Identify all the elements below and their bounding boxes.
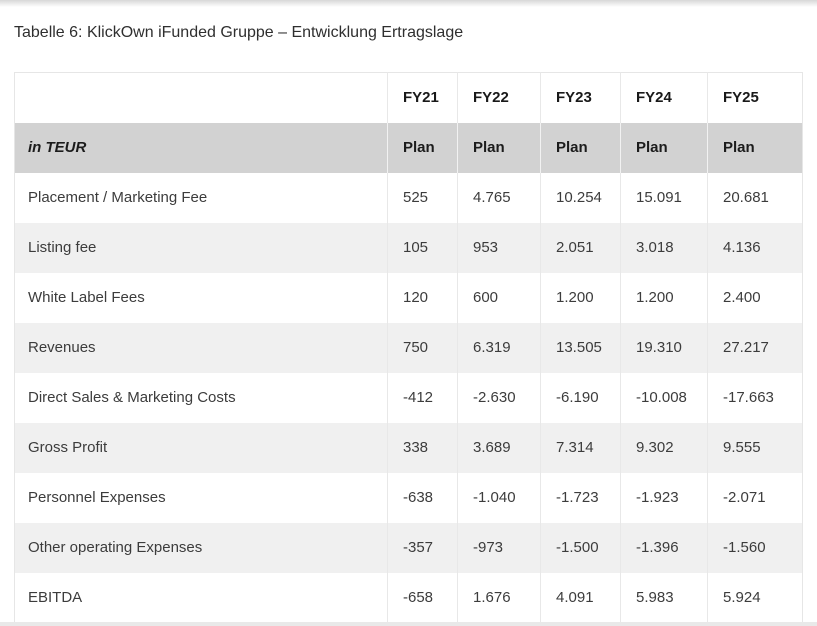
cell-value: 1.676 xyxy=(457,572,541,623)
cell-value: 27.217 xyxy=(707,322,803,373)
table-header-row: FY21 FY22 FY23 FY24 FY25 xyxy=(15,72,803,123)
cell-value: -10.008 xyxy=(620,372,708,423)
header-fy21: FY21 xyxy=(387,72,458,123)
cell-value: 2.400 xyxy=(707,272,803,323)
cell-value: -1.560 xyxy=(707,522,803,573)
cell-value: -1.040 xyxy=(457,472,541,523)
table-row: Direct Sales & Marketing Costs -412 -2.6… xyxy=(15,372,803,423)
cell-value: 600 xyxy=(457,272,541,323)
row-label: White Label Fees xyxy=(28,289,145,306)
cell-value: 953 xyxy=(457,222,541,273)
table-row: Placement / Marketing Fee 525 4.765 10.2… xyxy=(15,172,803,223)
next-row-partial-strip xyxy=(0,622,817,626)
cell-value: -1.923 xyxy=(620,472,708,523)
subheader-plan: Plan xyxy=(707,122,803,173)
table-row: Personnel Expenses -638 -1.040 -1.723 -1… xyxy=(15,472,803,523)
row-label: Direct Sales & Marketing Costs xyxy=(28,389,236,406)
cell-value: -973 xyxy=(457,522,541,573)
cell-value: 20.681 xyxy=(707,172,803,223)
row-label: Personnel Expenses xyxy=(28,489,166,506)
cell-value: 9.302 xyxy=(620,422,708,473)
table-row: EBITDA -658 1.676 4.091 5.983 5.924 xyxy=(15,572,803,623)
cell-value: -2.071 xyxy=(707,472,803,523)
subheader-plan: Plan xyxy=(387,122,458,173)
cell-value: -1.396 xyxy=(620,522,708,573)
cell-value: 1.200 xyxy=(620,272,708,323)
table-row: Gross Profit 338 3.689 7.314 9.302 9.555 xyxy=(14,422,803,473)
cell-value: 13.505 xyxy=(540,322,621,373)
cell-value: 7.314 xyxy=(540,422,621,473)
table-subheader-row: in TEUR Plan Plan Plan Plan Plan xyxy=(14,122,803,173)
top-edge-shadow xyxy=(0,0,817,7)
table-row: Listing fee 105 953 2.051 3.018 4.136 xyxy=(14,222,803,273)
row-label: Gross Profit xyxy=(28,439,108,456)
cell-value: -658 xyxy=(387,572,458,623)
cell-value: 2.051 xyxy=(540,222,621,273)
cell-value: -1.723 xyxy=(540,472,621,523)
cell-value: -2.630 xyxy=(457,372,541,423)
cell-value: -6.190 xyxy=(540,372,621,423)
row-label: EBITDA xyxy=(28,588,83,606)
row-label: Placement / Marketing Fee xyxy=(28,189,208,206)
row-label: Listing fee xyxy=(28,239,97,256)
cell-value: 4.136 xyxy=(707,222,803,273)
cell-value: -638 xyxy=(387,472,458,523)
subheader-plan: Plan xyxy=(540,122,621,173)
row-label: Revenues xyxy=(28,339,96,356)
cell-value: -412 xyxy=(387,372,458,423)
financial-table: FY21 FY22 FY23 FY24 FY25 in TEUR Plan Pl… xyxy=(14,72,803,623)
cell-value: 19.310 xyxy=(620,322,708,373)
cell-value: 338 xyxy=(387,422,458,473)
table-row: White Label Fees 120 600 1.200 1.200 2.4… xyxy=(15,272,803,323)
cell-value: -357 xyxy=(387,522,458,573)
subheader-plan: Plan xyxy=(620,122,708,173)
cell-value: 5.924 xyxy=(707,572,803,623)
cell-value: 5.983 xyxy=(620,572,708,623)
cell-value: 15.091 xyxy=(620,172,708,223)
cell-value: 3.689 xyxy=(457,422,541,473)
table-row: Revenues 750 6.319 13.505 19.310 27.217 xyxy=(14,322,803,373)
cell-value: 4.765 xyxy=(457,172,541,223)
cell-value: 4.091 xyxy=(540,572,621,623)
header-empty-cell xyxy=(15,73,388,123)
cell-value: -17.663 xyxy=(707,372,803,423)
header-fy22: FY22 xyxy=(457,72,541,123)
cell-value: 3.018 xyxy=(620,222,708,273)
header-fy25: FY25 xyxy=(707,72,803,123)
cell-value: 6.319 xyxy=(457,322,541,373)
table-row: Other operating Expenses -357 -973 -1.50… xyxy=(14,522,803,573)
cell-value: 10.254 xyxy=(540,172,621,223)
header-fy24: FY24 xyxy=(620,72,708,123)
cell-value: -1.500 xyxy=(540,522,621,573)
subheader-plan: Plan xyxy=(457,122,541,173)
cell-value: 750 xyxy=(387,322,458,373)
unit-label: in TEUR xyxy=(28,139,87,156)
row-label: Other operating Expenses xyxy=(28,539,203,556)
cell-value: 105 xyxy=(387,222,458,273)
table-caption: Tabelle 6: KlickOwn iFunded Gruppe – Ent… xyxy=(14,24,464,41)
cell-value: 1.200 xyxy=(540,272,621,323)
cell-value: 525 xyxy=(387,172,458,223)
cell-value: 9.555 xyxy=(707,422,803,473)
cell-value: 120 xyxy=(387,272,458,323)
header-fy23: FY23 xyxy=(540,72,621,123)
